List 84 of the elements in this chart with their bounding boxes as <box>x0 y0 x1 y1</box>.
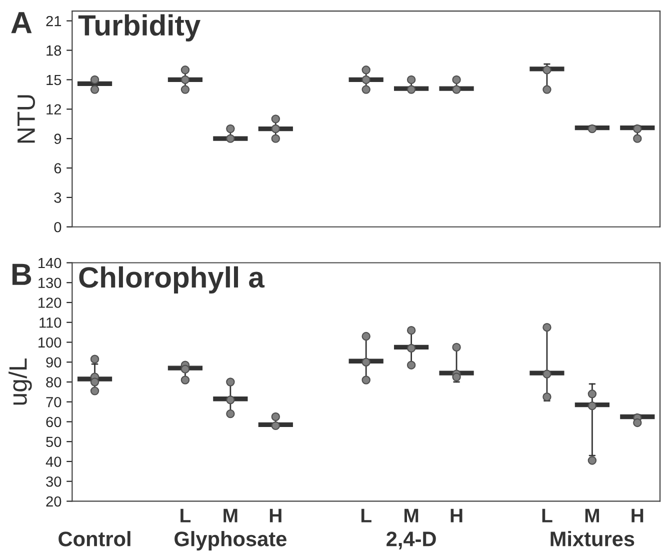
point <box>633 418 642 428</box>
x-tick-label: H <box>450 508 462 522</box>
text: Mixtures <box>550 531 634 546</box>
point <box>542 85 552 94</box>
point <box>180 85 190 94</box>
point <box>271 412 280 422</box>
y-tick-label: 20 <box>46 496 62 507</box>
point <box>633 134 642 143</box>
y-tick-label: 120 <box>38 298 62 308</box>
y-tick-label: 3 <box>54 192 62 203</box>
point <box>226 409 235 418</box>
x-tick-label: H <box>270 508 282 522</box>
point <box>226 378 235 386</box>
point <box>542 322 552 332</box>
point <box>362 376 370 384</box>
y-tick-label: 15 <box>46 74 62 86</box>
point <box>588 390 597 398</box>
point <box>226 134 235 143</box>
x-tick-label: L <box>180 508 191 522</box>
point <box>542 370 552 378</box>
y-tick-label: 60 <box>46 416 62 428</box>
y-tick-label: 6 <box>54 163 62 174</box>
point <box>271 421 280 430</box>
chart-title: Turbidity <box>78 14 200 42</box>
y-tick-label: 70 <box>46 396 62 408</box>
y-tick-label: 130 <box>38 278 62 288</box>
point <box>542 66 552 74</box>
point <box>180 376 190 384</box>
point <box>588 401 597 410</box>
y-tick-label: 21 <box>46 16 62 26</box>
point <box>271 134 280 143</box>
point <box>362 358 370 366</box>
text: B <box>12 264 32 285</box>
x-tick-label: L <box>361 508 372 522</box>
y-tick-label: 50 <box>46 436 62 448</box>
point <box>90 386 100 396</box>
point <box>406 85 416 94</box>
point <box>406 344 416 353</box>
x-tick-label: M <box>404 508 418 522</box>
point <box>90 378 100 386</box>
point <box>452 75 461 84</box>
y-axis-title: ug/L <box>8 358 32 405</box>
y-tick-label: 18 <box>46 45 62 56</box>
text: A <box>11 12 32 34</box>
point <box>180 75 190 84</box>
point <box>406 75 416 84</box>
y-tick-label: 110 <box>40 317 62 328</box>
chart-title: Chlorophyll a <box>79 266 265 294</box>
point <box>226 396 235 404</box>
x-tick-label: M <box>224 508 238 522</box>
point <box>271 124 280 134</box>
point <box>633 124 642 134</box>
point <box>362 75 370 84</box>
x-tick-label: L <box>542 508 552 522</box>
point <box>90 75 100 84</box>
point <box>406 326 416 335</box>
text: Control <box>58 531 130 546</box>
point <box>362 332 370 341</box>
text: 2,4-D <box>386 532 436 550</box>
x-tick-label: M <box>585 508 599 522</box>
point <box>226 124 235 134</box>
point <box>362 66 370 74</box>
y-tick-label: 0 <box>54 222 62 232</box>
point <box>452 372 461 382</box>
point <box>362 85 370 94</box>
y-tick-label: 80 <box>46 377 62 388</box>
point <box>90 85 100 94</box>
y-tick-label: 140 <box>38 258 62 268</box>
point <box>588 124 597 134</box>
point <box>180 364 190 374</box>
point <box>180 66 190 74</box>
text: Glyphosate <box>174 531 286 550</box>
y-axis-title: NTU <box>18 95 36 143</box>
point <box>271 114 280 124</box>
point <box>452 85 461 94</box>
point <box>452 342 461 352</box>
y-tick-label: 9 <box>54 134 62 144</box>
y-tick-label: 30 <box>46 476 62 487</box>
point <box>406 360 416 370</box>
x-tick-label: H <box>632 508 644 522</box>
y-tick-label: 100 <box>38 337 62 348</box>
y-tick-label: 12 <box>46 104 62 114</box>
y-tick-label: 90 <box>46 357 62 368</box>
y-tick-label: 40 <box>46 456 62 467</box>
